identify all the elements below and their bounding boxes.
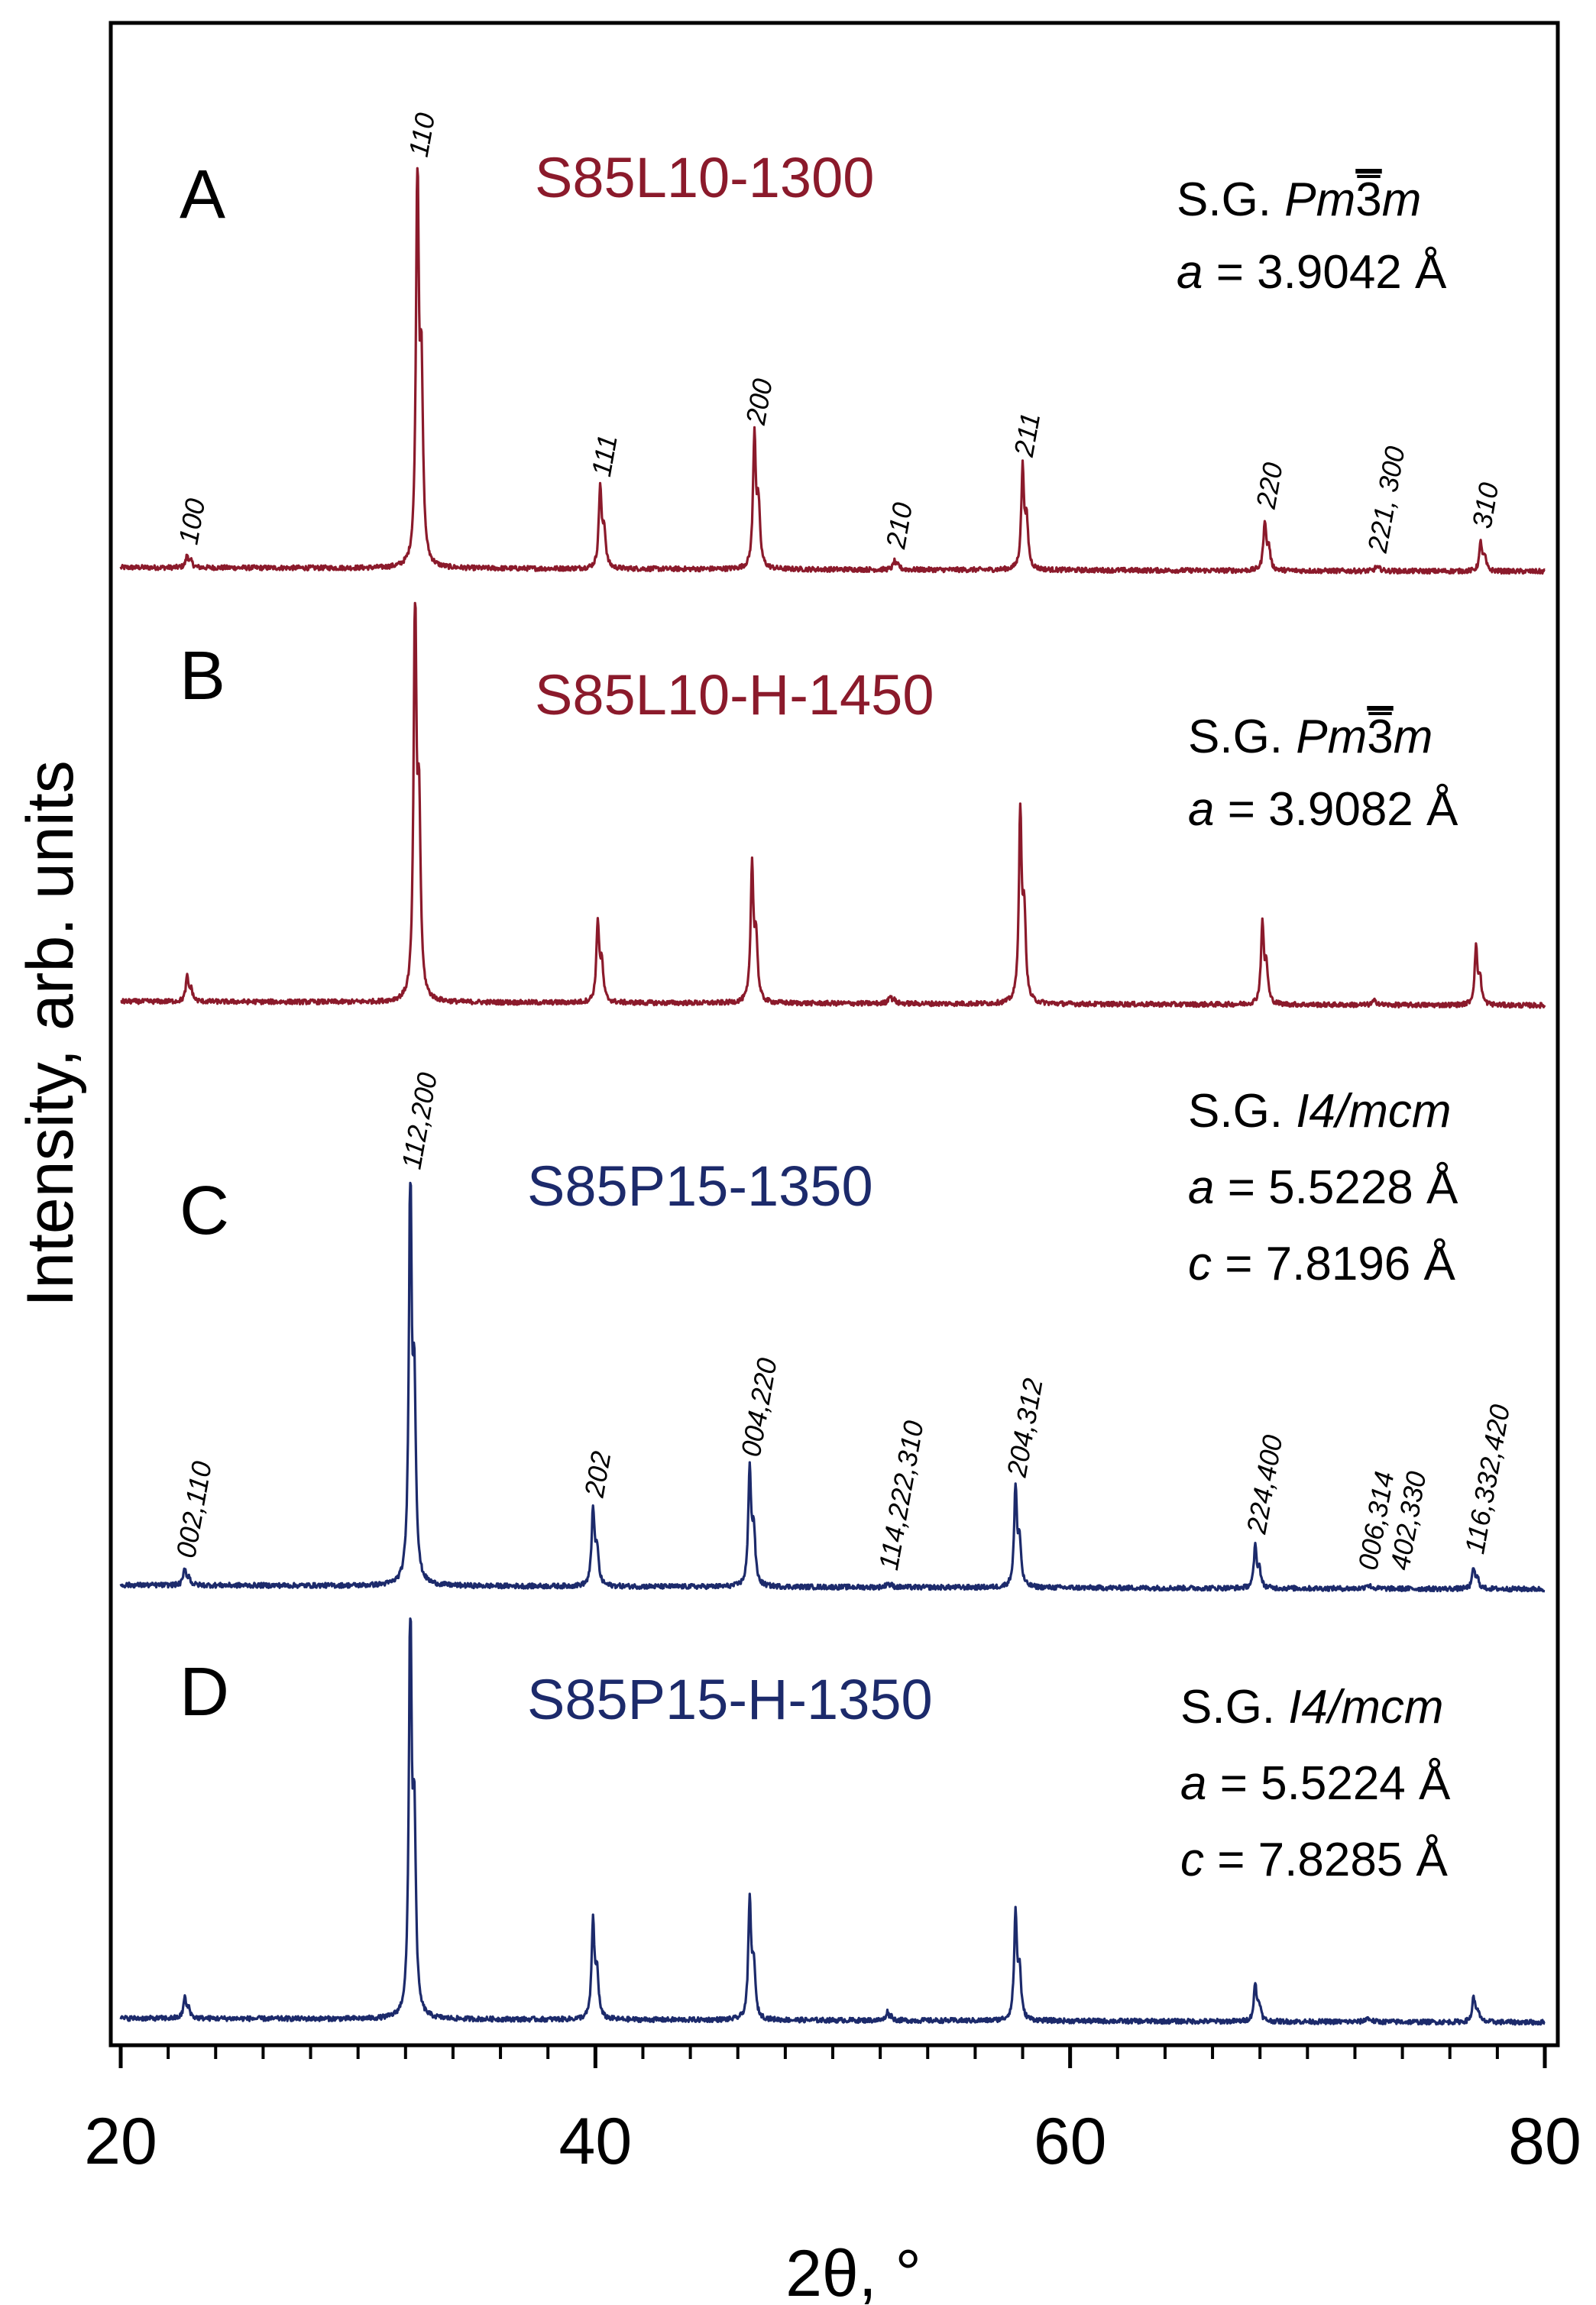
- peak-label-C-3: 004,220: [735, 1355, 783, 1458]
- plot-frame: [108, 21, 1560, 2048]
- panel-letter-A: A: [180, 157, 225, 233]
- pattern-line-A: [119, 167, 1546, 575]
- panel-letter-C: C: [180, 1173, 229, 1249]
- peak-label-C-8: 116,332,420: [1458, 1402, 1516, 1556]
- x-tick-label-20: 20: [84, 2105, 157, 2178]
- peak-label-A-2: 111: [585, 432, 623, 479]
- series-layer: A S85L10-1300 S.G. Pm3m a = 3.9042 Å B S85L10…: [119, 146, 1546, 2026]
- peak-label-A-0: 100: [173, 496, 212, 546]
- annotation-layer: 100 110 111 200 210 211 220 221, 300 310 002,110 1…: [170, 111, 1516, 1572]
- peak-label-C-4: 114,222,310: [872, 1418, 930, 1572]
- space-group-D: S.G. I4/mcm: [1180, 1681, 1444, 1734]
- space-group-C: S.G. I4/mcm: [1188, 1085, 1452, 1138]
- pattern-line-C: [119, 1181, 1546, 1593]
- pattern-line-B: [120, 601, 1546, 1009]
- peak-label-A-8: 310: [1466, 480, 1505, 530]
- overbar-digit: 3: [1355, 173, 1381, 226]
- x-tick-label-40: 40: [558, 2105, 632, 2178]
- peak-label-A-1: 110: [403, 111, 441, 160]
- sample-name-A: S85L10-1300: [535, 146, 874, 209]
- peak-label-C-2: 202: [578, 1449, 617, 1500]
- panel-letter-D: D: [180, 1654, 229, 1730]
- lattice-param-D-a: a = 5.5224 Å: [1180, 1757, 1451, 1810]
- space-group-B: S.G. Pm3m: [1188, 711, 1433, 763]
- x-axis: 20 40 60 80: [84, 2045, 1581, 2178]
- lattice-param-D-c: c = 7.8285 Å: [1180, 1834, 1449, 1886]
- lattice-param-B-a: a = 3.9082 Å: [1188, 783, 1458, 836]
- lattice-param-A-a: a = 3.9042 Å: [1177, 246, 1447, 299]
- peak-label-A-6: 220: [1250, 460, 1289, 511]
- space-group-A: S.G. Pm3m: [1177, 173, 1421, 226]
- series-A: A S85L10-1300 S.G. Pm3m a = 3.9042 Å: [119, 146, 1546, 575]
- series-D: D S85P15-H-1350 S.G. I4/mcm a = 5.5224 Å c =…: [119, 1617, 1546, 2026]
- peak-label-A-7: 221, 300: [1361, 444, 1411, 555]
- peak-label-C-6: 224,400: [1240, 1433, 1288, 1536]
- x-tick-label-80: 80: [1508, 2105, 1581, 2178]
- peak-label-A-3: 200: [740, 377, 779, 428]
- x-tick-label-60: 60: [1034, 2105, 1107, 2178]
- series-C: C S85P15-1350 S.G. I4/mcm a = 5.5228 Å c = 7…: [119, 1085, 1546, 1593]
- sample-name-C: S85P15-1350: [527, 1154, 873, 1218]
- y-axis-title: Intensity, arb. units: [14, 760, 87, 1306]
- sample-name-D: S85P15-H-1350: [527, 1668, 933, 1731]
- panel-letter-B: B: [180, 638, 225, 714]
- peak-label-A-5: 211: [1008, 410, 1047, 460]
- lattice-param-C-c: c = 7.8196 Å: [1188, 1238, 1456, 1290]
- peak-label-C-0: 002,110: [170, 1459, 218, 1561]
- peak-label-A-4: 210: [879, 500, 918, 552]
- peak-label-C-5: 204,312: [1001, 1376, 1049, 1480]
- overbar-digit: 3: [1367, 711, 1393, 763]
- x-axis-title: 2θ, °: [785, 2237, 921, 2305]
- lattice-param-C-a: a = 5.5228 Å: [1188, 1161, 1458, 1214]
- series-B: B S85L10-H-1450 S.G. Pm3m a = 3.9082 Å: [120, 601, 1546, 1009]
- peak-label-C-1: 112,200: [396, 1070, 444, 1172]
- pattern-line-D: [119, 1617, 1546, 2026]
- sample-name-B: S85L10-H-1450: [535, 663, 934, 727]
